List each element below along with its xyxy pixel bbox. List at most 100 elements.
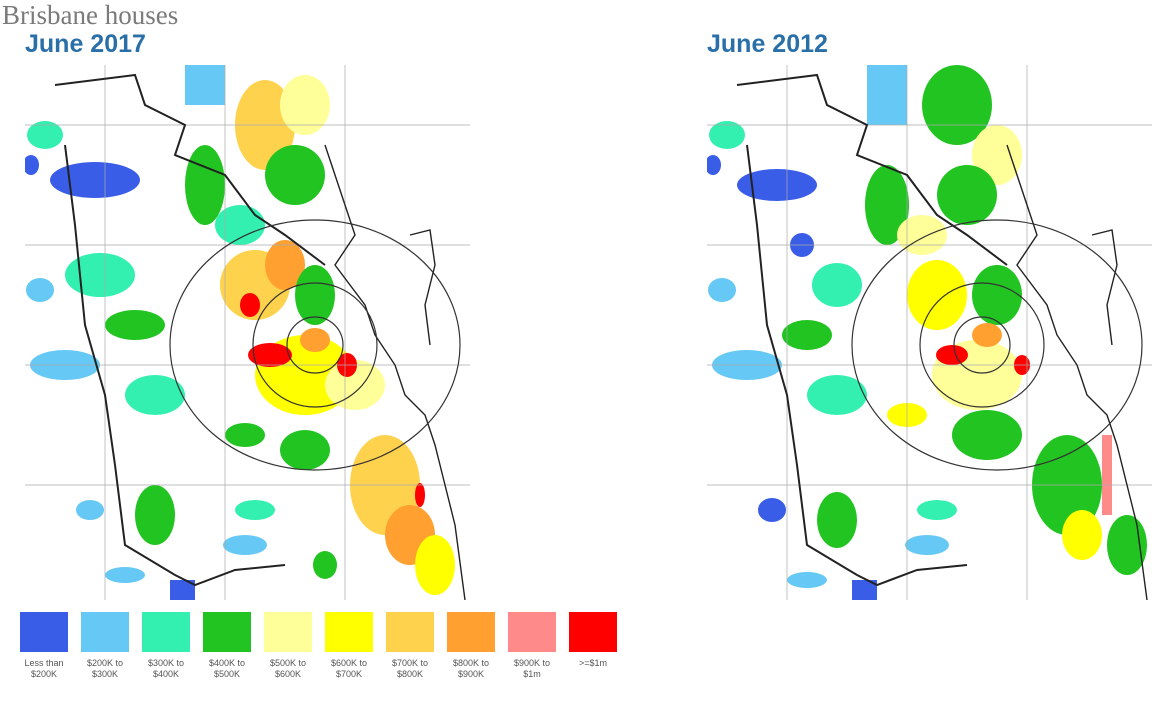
legend-label: $700K to $800K (391, 658, 429, 679)
map-shape (852, 580, 877, 600)
legend-swatch (569, 612, 617, 652)
map-shape (782, 320, 832, 350)
map-shape (170, 580, 195, 600)
map-shape (707, 155, 721, 175)
map-shape (1062, 510, 1102, 560)
map-shape (1107, 515, 1147, 575)
map-shape (707, 65, 1152, 600)
map-shape (709, 121, 745, 149)
map-shape (295, 265, 335, 325)
map-shape (736, 73, 1008, 266)
map-shape (215, 205, 265, 245)
map-shape (972, 265, 1022, 325)
legend-swatch (447, 612, 495, 652)
map-shape (235, 500, 275, 520)
map-shape (736, 73, 1148, 600)
legend-item: $700K to $800K (384, 612, 436, 680)
page-title: Brisbane houses (2, 0, 179, 30)
map-label: June 2012 (707, 30, 828, 58)
map-shape (185, 145, 225, 225)
map-shape (25, 155, 39, 175)
map-shape (65, 253, 135, 297)
legend-label: $300K to $400K (147, 658, 185, 679)
map-shape (708, 278, 736, 302)
legend-item: $400K to $500K (201, 612, 253, 680)
map-label: June 2017 (25, 30, 146, 58)
map-shape (265, 145, 325, 205)
map-shape (324, 144, 466, 600)
map-shape (135, 485, 175, 545)
legend-item: Less than $200K (18, 612, 70, 680)
map-shape (300, 328, 330, 352)
map-shape (851, 219, 1143, 471)
map-shape (105, 567, 145, 583)
map-shape (851, 219, 1143, 471)
map-shape (937, 165, 997, 225)
map-shape (1006, 144, 1148, 600)
map-shape (248, 343, 292, 367)
map-shape (76, 500, 104, 520)
map-shape (953, 316, 1011, 374)
map-shape (415, 483, 425, 507)
map-shape (280, 75, 330, 135)
map-shape (972, 323, 1002, 347)
legend-item: $900K to $1m (506, 612, 558, 680)
map-shape (313, 551, 337, 579)
legend-label: $200K to $300K (86, 658, 124, 679)
map-2017 (25, 65, 470, 600)
map-shape (415, 535, 455, 595)
map-shape (409, 229, 436, 346)
map-shape (223, 535, 267, 555)
map-shape (867, 65, 907, 125)
map-shape (1091, 229, 1118, 346)
map-shape (905, 535, 949, 555)
map-shape (25, 65, 470, 600)
map-shape (737, 169, 817, 201)
map-shape (280, 430, 330, 470)
map-shape (25, 65, 455, 600)
legend-label: $900K to $1m (513, 658, 551, 679)
map-shape (169, 219, 461, 471)
legend-swatch (203, 612, 251, 652)
legend-label: >=$1m (578, 658, 608, 668)
map-shape (265, 240, 305, 290)
legend-item: $800K to $900K (445, 612, 497, 680)
map-shape (917, 500, 957, 520)
map-shape (54, 73, 466, 600)
legend-item: >=$1m (567, 612, 619, 669)
legend-item: $200K to $300K (79, 612, 131, 680)
map-shape (185, 65, 225, 105)
legend-label: Less than $200K (24, 658, 64, 679)
map-shape (64, 144, 286, 587)
legend-swatch (264, 612, 312, 652)
map-shape (54, 73, 326, 266)
map-shape (972, 125, 1022, 185)
map-shape (169, 219, 461, 471)
map-2012 (707, 65, 1152, 600)
map-shape (25, 65, 470, 600)
map-shape (26, 278, 54, 302)
map-shape (812, 263, 862, 307)
map-shape (787, 572, 827, 588)
map-shape (817, 492, 857, 548)
map-shape (1102, 435, 1112, 515)
map-shape (952, 410, 1022, 460)
legend-swatch (508, 612, 556, 652)
map-shape (707, 65, 1152, 600)
legend-label: $400K to $500K (208, 658, 246, 679)
legend-swatch (20, 612, 68, 652)
legend-swatch (386, 612, 434, 652)
legend-swatch (142, 612, 190, 652)
legend-swatch (81, 612, 129, 652)
legend-item: $300K to $400K (140, 612, 192, 680)
map-shape (865, 165, 909, 245)
map-shape (907, 260, 967, 330)
map-shape (936, 345, 968, 365)
map-shape (758, 498, 786, 522)
legend-label: $800K to $900K (452, 658, 490, 679)
map-shape (746, 144, 968, 587)
map-shape (286, 316, 344, 374)
map-shape (225, 423, 265, 447)
map-shape (240, 293, 260, 317)
